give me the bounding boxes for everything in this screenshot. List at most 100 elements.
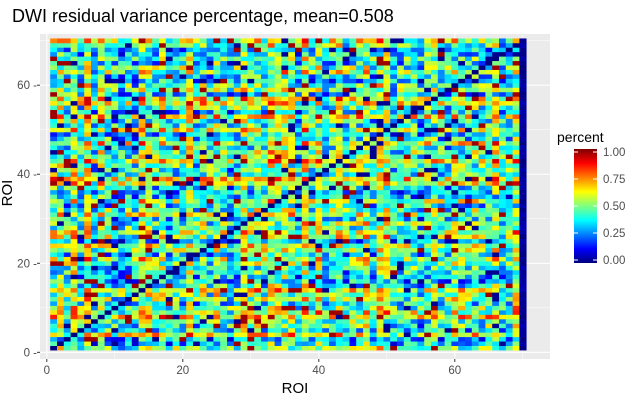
heatmap-cell xyxy=(199,305,207,311)
heatmap-cell xyxy=(471,167,479,173)
heatmap-cell xyxy=(397,234,405,240)
heatmap-cell xyxy=(206,82,214,88)
heatmap-cell xyxy=(281,278,289,284)
heatmap-cell xyxy=(505,225,513,231)
heatmap-cell xyxy=(274,296,282,302)
heatmap-cell xyxy=(240,278,248,284)
heatmap-cell xyxy=(444,140,452,146)
heatmap-cell xyxy=(145,42,153,48)
heatmap-cell xyxy=(512,256,520,262)
heatmap-cell xyxy=(91,269,99,275)
heatmap-cell xyxy=(131,229,139,235)
heatmap-cell xyxy=(159,283,167,289)
heatmap-cell xyxy=(451,91,459,97)
heatmap-cell xyxy=(295,69,303,75)
heatmap-cell xyxy=(104,118,112,124)
heatmap-cell xyxy=(172,42,180,48)
heatmap-cell xyxy=(369,82,377,88)
heatmap-cell xyxy=(138,301,146,306)
heatmap-cell xyxy=(97,269,105,275)
heatmap-cell xyxy=(233,194,241,200)
heatmap-cell xyxy=(335,252,343,257)
heatmap-cell xyxy=(356,131,364,137)
heatmap-cell xyxy=(70,82,78,88)
heatmap-cell xyxy=(179,345,187,351)
heatmap-cell xyxy=(512,69,520,75)
heatmap-cell xyxy=(390,305,398,311)
heatmap-cell xyxy=(193,341,201,346)
heatmap-cell xyxy=(220,341,228,346)
heatmap-cell xyxy=(492,180,500,186)
heatmap-cell xyxy=(512,305,520,311)
heatmap-cell xyxy=(485,87,493,93)
heatmap-cell xyxy=(70,305,78,311)
heatmap-cell xyxy=(125,180,133,186)
heatmap-cell xyxy=(206,118,214,124)
heatmap-cell xyxy=(281,78,289,84)
heatmap-cell xyxy=(349,96,357,102)
heatmap-cell xyxy=(145,118,153,124)
heatmap-cell xyxy=(63,47,71,53)
heatmap-cell xyxy=(315,220,323,226)
heatmap-cell xyxy=(193,180,201,186)
heatmap-cell xyxy=(308,100,316,106)
heatmap-cell xyxy=(104,310,112,315)
heatmap-cell xyxy=(165,38,173,44)
heatmap-cell xyxy=(451,220,459,226)
heatmap-cell xyxy=(227,252,235,257)
heatmap-cell xyxy=(159,220,167,226)
heatmap-cell xyxy=(186,265,194,271)
heatmap-cell xyxy=(281,123,289,128)
heatmap-cell xyxy=(417,296,425,302)
heatmap-cell xyxy=(478,180,486,186)
heatmap-cell xyxy=(186,118,194,124)
heatmap-cell xyxy=(111,167,119,173)
heatmap-cell xyxy=(315,127,323,133)
heatmap-cell xyxy=(485,265,493,271)
heatmap-cell xyxy=(356,65,364,70)
heatmap-cell xyxy=(356,74,364,79)
heatmap-cell xyxy=(281,114,289,119)
heatmap-cell xyxy=(390,149,398,155)
heatmap-cell xyxy=(213,256,221,262)
heatmap-cell xyxy=(356,172,364,177)
heatmap-cell xyxy=(512,269,520,275)
heatmap-cell xyxy=(335,323,343,329)
heatmap-cell xyxy=(288,74,296,79)
heatmap-cell xyxy=(199,180,207,186)
heatmap-cell xyxy=(254,69,262,75)
heatmap-cell xyxy=(471,78,479,84)
heatmap-cell xyxy=(512,87,520,93)
heatmap-cell xyxy=(233,140,241,146)
heatmap-cell xyxy=(512,314,520,320)
heatmap-cell xyxy=(125,123,133,128)
heatmap-cell xyxy=(485,47,493,53)
heatmap-cell xyxy=(91,225,99,231)
heatmap-cell xyxy=(444,243,452,249)
heatmap-cell xyxy=(274,305,282,311)
heatmap-cell xyxy=(165,51,173,57)
heatmap-cell xyxy=(437,42,445,48)
legend-ticks: 1.000.750.500.250.00 xyxy=(574,147,625,267)
heatmap-cell xyxy=(227,225,235,231)
heatmap-cell xyxy=(431,78,439,84)
heatmap-cell xyxy=(485,109,493,115)
heatmap-cell xyxy=(233,256,241,262)
heatmap-cell xyxy=(281,283,289,289)
heatmap-cell xyxy=(492,287,500,293)
heatmap-cell xyxy=(213,194,221,200)
heatmap-cell xyxy=(172,189,180,195)
heatmap-cell xyxy=(471,154,479,160)
heatmap-cell xyxy=(505,296,513,302)
heatmap-cell xyxy=(417,243,425,249)
heatmap-cell xyxy=(77,318,85,324)
heatmap-cell xyxy=(125,69,133,75)
heatmap-cell xyxy=(349,283,357,289)
heatmap-cell xyxy=(206,163,214,168)
heatmap-cell xyxy=(519,287,527,293)
heatmap-cell xyxy=(295,345,303,351)
heatmap-cell xyxy=(356,136,364,142)
heatmap-cell xyxy=(186,292,194,298)
heatmap-cell xyxy=(125,131,133,137)
heatmap-cell xyxy=(519,131,527,137)
